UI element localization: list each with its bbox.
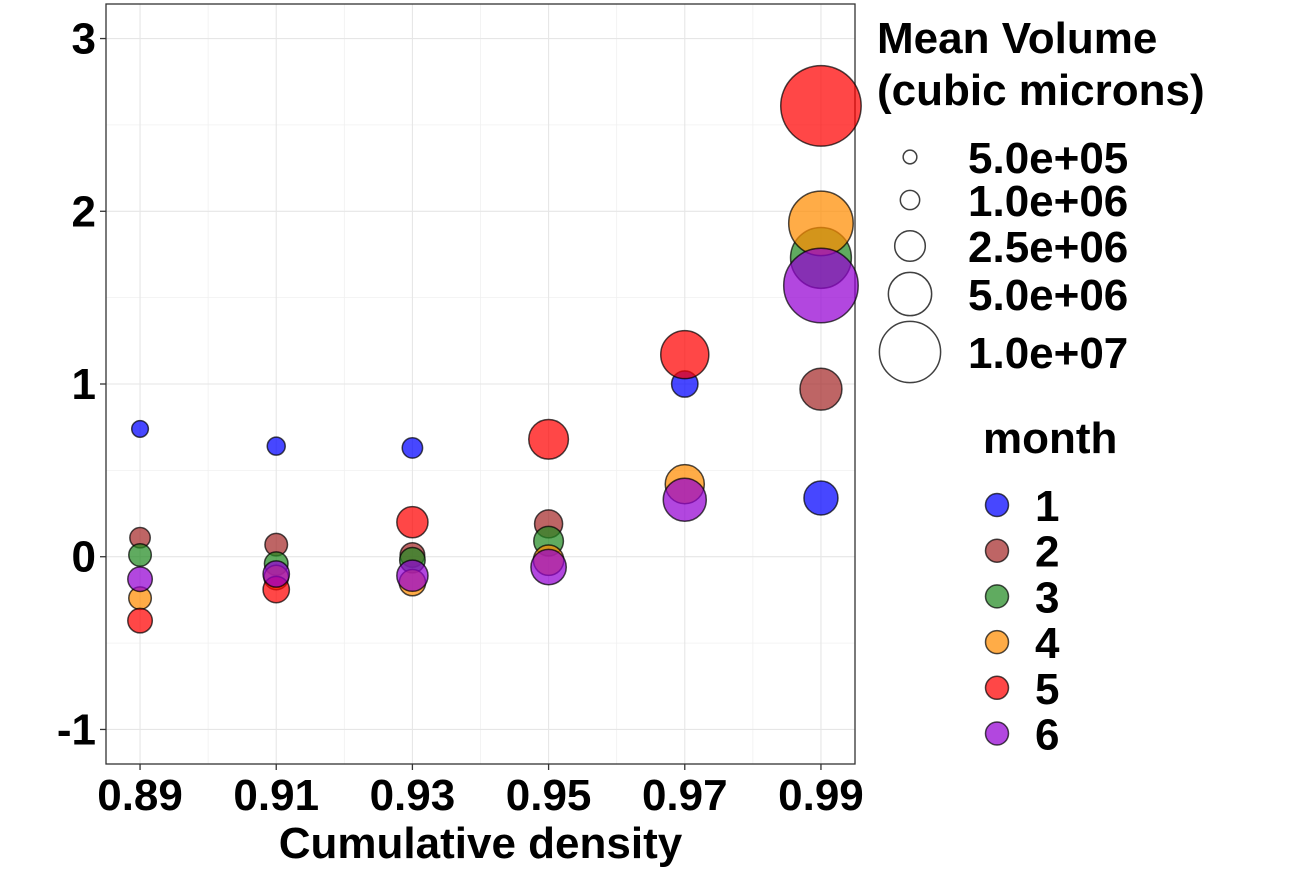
size-legend-label: 1.0e+07: [968, 329, 1128, 378]
size-legend-label: 5.0e+05: [968, 134, 1128, 183]
color-legend-key-3: [984, 584, 1010, 609]
color-legend-label: 6: [1035, 711, 1059, 760]
x-axis-tick-label: 0.99: [778, 771, 864, 820]
data-point-month-5: [659, 329, 710, 380]
data-point-month-5: [127, 607, 154, 634]
color-legend-label: 1: [1035, 482, 1059, 531]
size-legend-label: 5.0e+06: [968, 271, 1128, 320]
data-point-month-1: [266, 436, 286, 456]
data-point-month-3: [128, 542, 153, 568]
data-point-month-4: [787, 190, 854, 257]
data-point-month-5: [528, 418, 570, 460]
x-axis-tick-label: 0.89: [97, 771, 183, 820]
x-axis-tick-label: 0.91: [233, 771, 319, 820]
size-legend-title-line-2: (cubic microns): [877, 66, 1205, 115]
size-legend-key: [887, 271, 933, 317]
axes: 0.89 0.91 0.93 0.95 0.97 0.99 -1 0 1 2 3: [57, 15, 864, 820]
data-point-month-5: [779, 64, 862, 147]
x-axis-tick-label: 0.93: [370, 771, 456, 820]
color-legend-key-5: [984, 675, 1010, 701]
y-axis-tick-label: 1: [72, 360, 96, 409]
data-point-month-6: [662, 477, 708, 522]
size-legend-entries: 5.0e+051.0e+062.5e+065.0e+06 1.0e+07: [878, 134, 1128, 384]
color-legend-label: 3: [1035, 573, 1059, 622]
data-point-month-6: [782, 247, 859, 324]
color-legend-label: 4: [1035, 619, 1060, 668]
x-axis-title: Cumulative density: [279, 819, 683, 868]
data-point-month-1: [401, 436, 424, 459]
data-point-month-6: [127, 566, 154, 593]
color-legend-key-6: [984, 721, 1010, 746]
x-axis-tick-label: 0.95: [506, 771, 592, 820]
data-point-month-1: [803, 480, 839, 516]
x-axis-tick-label: 0.97: [642, 771, 728, 820]
data-point-month-6: [396, 559, 429, 593]
data-points: [127, 64, 862, 634]
data-point-month-6: [262, 560, 291, 588]
y-axis-tick-label: 2: [72, 187, 96, 236]
size-legend-key: [893, 229, 927, 263]
y-axis-tick-label: 0: [72, 533, 96, 582]
size-legend-key: [878, 320, 942, 384]
data-point-month-5: [396, 505, 429, 539]
color-legend-label: 2: [1035, 528, 1059, 577]
size-legend-title-line-1: Mean Volume: [877, 14, 1157, 63]
size-legend-key: [902, 149, 918, 165]
data-point-month-6: [530, 548, 568, 586]
size-legend: Mean Volume (cubic microns) 5.0e+051.0e+…: [877, 14, 1205, 384]
color-legend-title: month: [983, 414, 1117, 463]
size-legend-key: [899, 189, 921, 211]
size-legend-label: 2.5e+06: [968, 223, 1128, 272]
y-axis-tick-label: 3: [72, 15, 96, 64]
color-legend-key-4: [984, 629, 1010, 655]
color-legend-label: 5: [1035, 665, 1059, 714]
color-legend-key-2: [984, 538, 1010, 563]
size-legend-label: 1.0e+06: [968, 177, 1128, 226]
data-point-month-2: [799, 367, 843, 411]
y-axis-tick-label: -1: [57, 705, 96, 754]
color-legend-key-1: [984, 492, 1010, 518]
data-point-month-1: [130, 419, 150, 438]
